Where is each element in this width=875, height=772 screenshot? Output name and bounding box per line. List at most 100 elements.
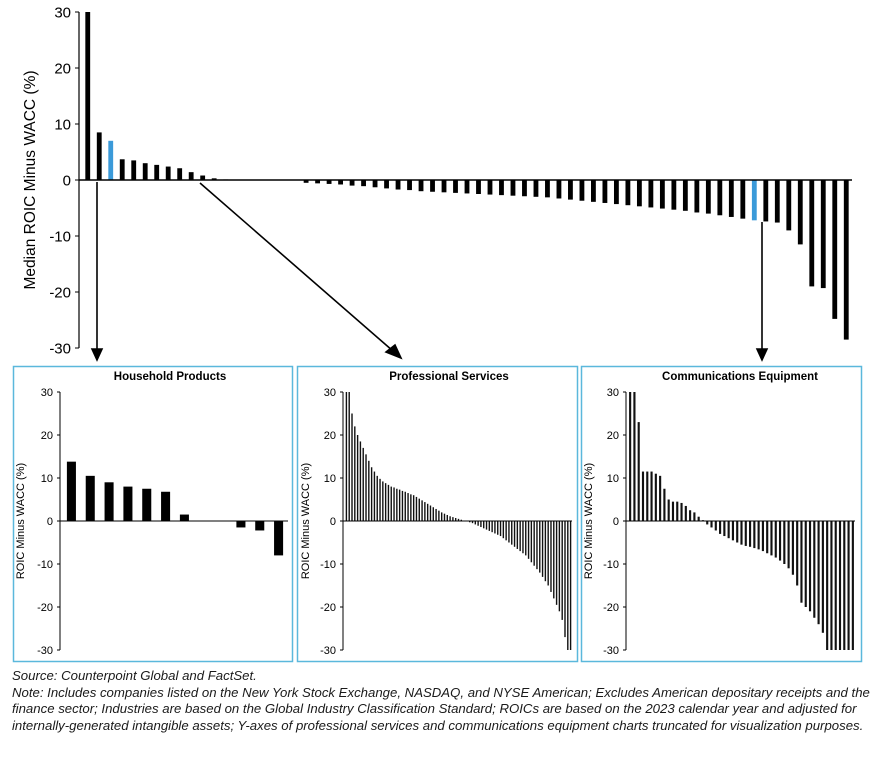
- main-bar-37: [510, 180, 516, 196]
- communications-bar-28: [748, 521, 752, 547]
- communications-bar-9: [667, 499, 670, 521]
- professional-bar-53: [494, 521, 496, 534]
- professional-panel-title: Professional Services: [389, 371, 509, 383]
- main-chart: 30 20 10 0 -10 -20 -30 Median ROIC Minus WACC …: [22, 4, 852, 357]
- professional-bar-63: [522, 521, 524, 554]
- professional-bar-33: [438, 510, 440, 521]
- communications-bar-23: [727, 521, 730, 539]
- professional-bar-11: [376, 475, 378, 521]
- main-tick-label: -20: [49, 284, 71, 301]
- communications-bar-22: [723, 521, 726, 537]
- main-bar-38: [522, 180, 527, 197]
- professional-bar-0: [345, 392, 348, 521]
- main-bar-49: [648, 180, 654, 208]
- main-bar-1: [96, 132, 102, 180]
- main-bar-48: [636, 180, 642, 207]
- household-bar-2: [104, 482, 114, 521]
- communications-bar-40: [800, 521, 803, 603]
- professional-bar-41: [460, 519, 463, 521]
- main-bar-59: [763, 180, 769, 222]
- communications-bar-45: [821, 521, 824, 633]
- communications-bar-15: [693, 512, 696, 521]
- chart-canvas: 30 20 10 0 -10 -20 -30 Median ROIC Minus WACC …: [12, 4, 863, 663]
- main-bar-29: [418, 180, 424, 192]
- professional-bar-14: [384, 483, 387, 521]
- main-bar-31: [441, 180, 447, 193]
- main-bar-6: [154, 164, 160, 180]
- communications-bar-6: [654, 473, 657, 521]
- professional-bar-51: [488, 521, 491, 531]
- main-tick-label: 30: [54, 4, 71, 21]
- main-bar-44: [591, 180, 596, 202]
- main-bar-64: [820, 180, 826, 289]
- main-bar-23: [349, 180, 355, 186]
- professional-bar-58: [508, 521, 510, 543]
- communications-bar-8: [663, 488, 666, 521]
- professional-bar-74: [553, 521, 555, 599]
- communications-bar-14: [689, 510, 692, 521]
- main-bar-40: [545, 180, 550, 198]
- main-bar-45: [602, 180, 608, 203]
- main-bar-36: [499, 180, 504, 196]
- professional-bar-16: [390, 486, 392, 521]
- communications-bar-41: [804, 521, 807, 607]
- main-bar-3: [119, 159, 125, 180]
- professional-tick-label: 30: [324, 387, 336, 399]
- main-bar-42: [568, 180, 573, 200]
- professional-bar-65: [527, 521, 530, 559]
- communications-tick-label: -20: [603, 602, 619, 614]
- arrow-professional-head: [384, 343, 403, 360]
- main-bar-7: [165, 166, 171, 180]
- professional-bar-75: [555, 521, 558, 605]
- main-bar-39: [533, 180, 539, 197]
- professional-bar-1: [348, 392, 350, 521]
- professional-bar-8: [368, 460, 370, 521]
- arrow-professional: [199, 182, 394, 352]
- household-panel-frame: [12, 365, 294, 663]
- household-bar-6: [179, 514, 189, 521]
- main-bar-35: [487, 180, 493, 195]
- household-tick-label: 10: [41, 473, 53, 485]
- main-bar-5: [142, 163, 148, 180]
- main-bar-52: [682, 180, 688, 211]
- professional-bar-18: [396, 488, 398, 521]
- main-bar-58: [751, 180, 757, 221]
- professional-bar-60: [513, 521, 516, 547]
- professional-bar-57: [505, 521, 507, 541]
- main-bar-55: [717, 180, 723, 216]
- professional-bar-9: [370, 467, 373, 521]
- professional-bar-44: [469, 521, 471, 523]
- professional-bar-68: [536, 521, 538, 570]
- household-bar-4: [142, 488, 152, 521]
- main-bar-20: [315, 180, 321, 184]
- professional-bar-13: [382, 481, 384, 521]
- professional-bar-27: [421, 500, 423, 521]
- main-bar-62: [797, 180, 803, 245]
- main-bar-66: [843, 180, 849, 340]
- communications-bar-29: [753, 521, 756, 549]
- professional-bar-48: [480, 521, 482, 528]
- communications-bar-35: [778, 521, 782, 561]
- professional-bar-59: [511, 521, 513, 545]
- professional-bar-54: [497, 521, 499, 535]
- professional-bar-52: [491, 521, 493, 533]
- professional-bar-25: [415, 496, 418, 521]
- communications-bar-49: [838, 521, 842, 650]
- professional-bar-39: [454, 517, 457, 521]
- professional-bar-67: [533, 521, 535, 566]
- communications-bar-52: [851, 521, 854, 650]
- household-tick-label: -30: [37, 645, 53, 657]
- professional-bar-47: [477, 521, 479, 526]
- professional-bar-45: [471, 521, 474, 524]
- professional-panel-frame: [296, 365, 579, 663]
- source-note: Source: Counterpoint Global and FactSet.: [12, 668, 257, 683]
- communications-panel-frame: [580, 365, 863, 663]
- communications-bar-20: [714, 521, 717, 531]
- professional-bar-35: [443, 513, 446, 521]
- professional-bar-10: [373, 471, 376, 521]
- professional-tick-label: -10: [320, 559, 336, 571]
- main-bar-21: [326, 180, 332, 184]
- footnotes: Source: Counterpoint Global and FactSet.…: [12, 668, 870, 734]
- household-bar-0: [66, 461, 76, 521]
- professional-bar-56: [502, 521, 505, 539]
